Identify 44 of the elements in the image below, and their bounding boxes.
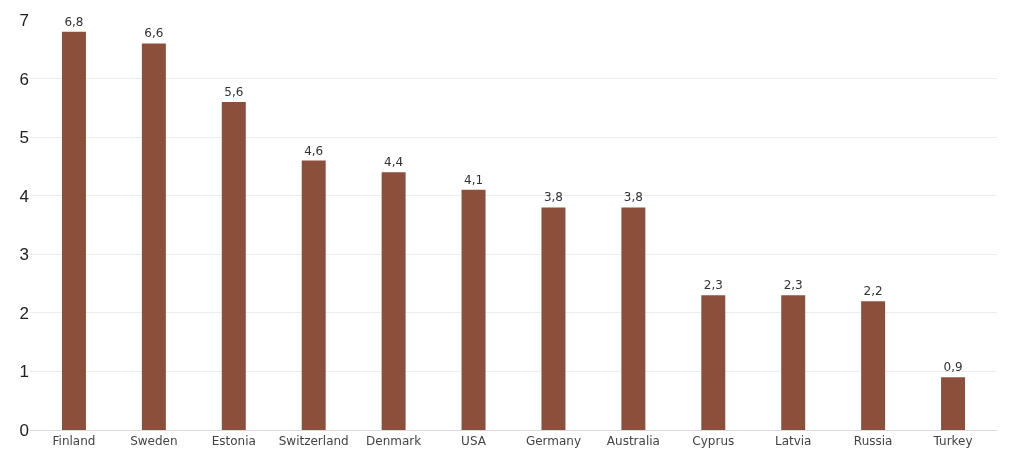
bar: [701, 295, 726, 430]
data-label: 5,6: [224, 85, 244, 99]
x-tick-label: Sweden: [130, 434, 178, 449]
bar: [301, 160, 326, 430]
bar: [941, 377, 966, 430]
x-tick-label: Russia: [853, 434, 893, 449]
bar: [221, 102, 246, 430]
x-tick-label: Latvia: [774, 434, 812, 449]
x-tick-label: Switzerland: [278, 434, 349, 449]
y-tick-label: 2: [19, 303, 29, 323]
y-tick-label: 3: [19, 245, 29, 265]
data-label: 2,3: [783, 278, 803, 293]
x-tick-label: Finland: [52, 434, 96, 449]
data-label: 3,8: [623, 190, 643, 205]
x-tick-label: Australia: [606, 434, 660, 449]
bar: [541, 207, 566, 430]
x-tick-label: Germany: [525, 434, 582, 449]
data-label: 2,3: [703, 278, 723, 293]
data-label: 6,6: [144, 26, 164, 41]
bar: [781, 295, 806, 430]
y-tick-label: 5: [19, 128, 29, 148]
data-label: 2,2: [863, 284, 883, 299]
bar: [141, 43, 166, 430]
y-tick-label: 1: [19, 362, 29, 382]
y-tick-label: 0: [19, 420, 29, 440]
y-tick-label: 6: [19, 69, 29, 89]
data-label: 0,9: [943, 360, 963, 375]
x-tick-label: Turkey: [932, 434, 973, 449]
x-tick-label: USA: [461, 434, 487, 449]
data-label: 3,8: [543, 190, 564, 205]
data-label: 4,4: [384, 155, 404, 170]
y-tick-label: 4: [19, 186, 29, 206]
bar: [381, 172, 406, 430]
bar: [61, 31, 86, 430]
y-tick-label: 7: [19, 10, 29, 30]
x-tick-label: Denmark: [366, 434, 422, 449]
data-label: 6,8: [64, 14, 84, 29]
data-label: 4,6: [304, 143, 324, 158]
data-label: 4,1: [463, 172, 484, 187]
x-tick-label: Cyprus: [692, 434, 735, 449]
bar: [861, 301, 886, 430]
x-tick-label: Estonia: [211, 434, 256, 449]
bar: [461, 189, 486, 430]
bar: [621, 207, 646, 430]
